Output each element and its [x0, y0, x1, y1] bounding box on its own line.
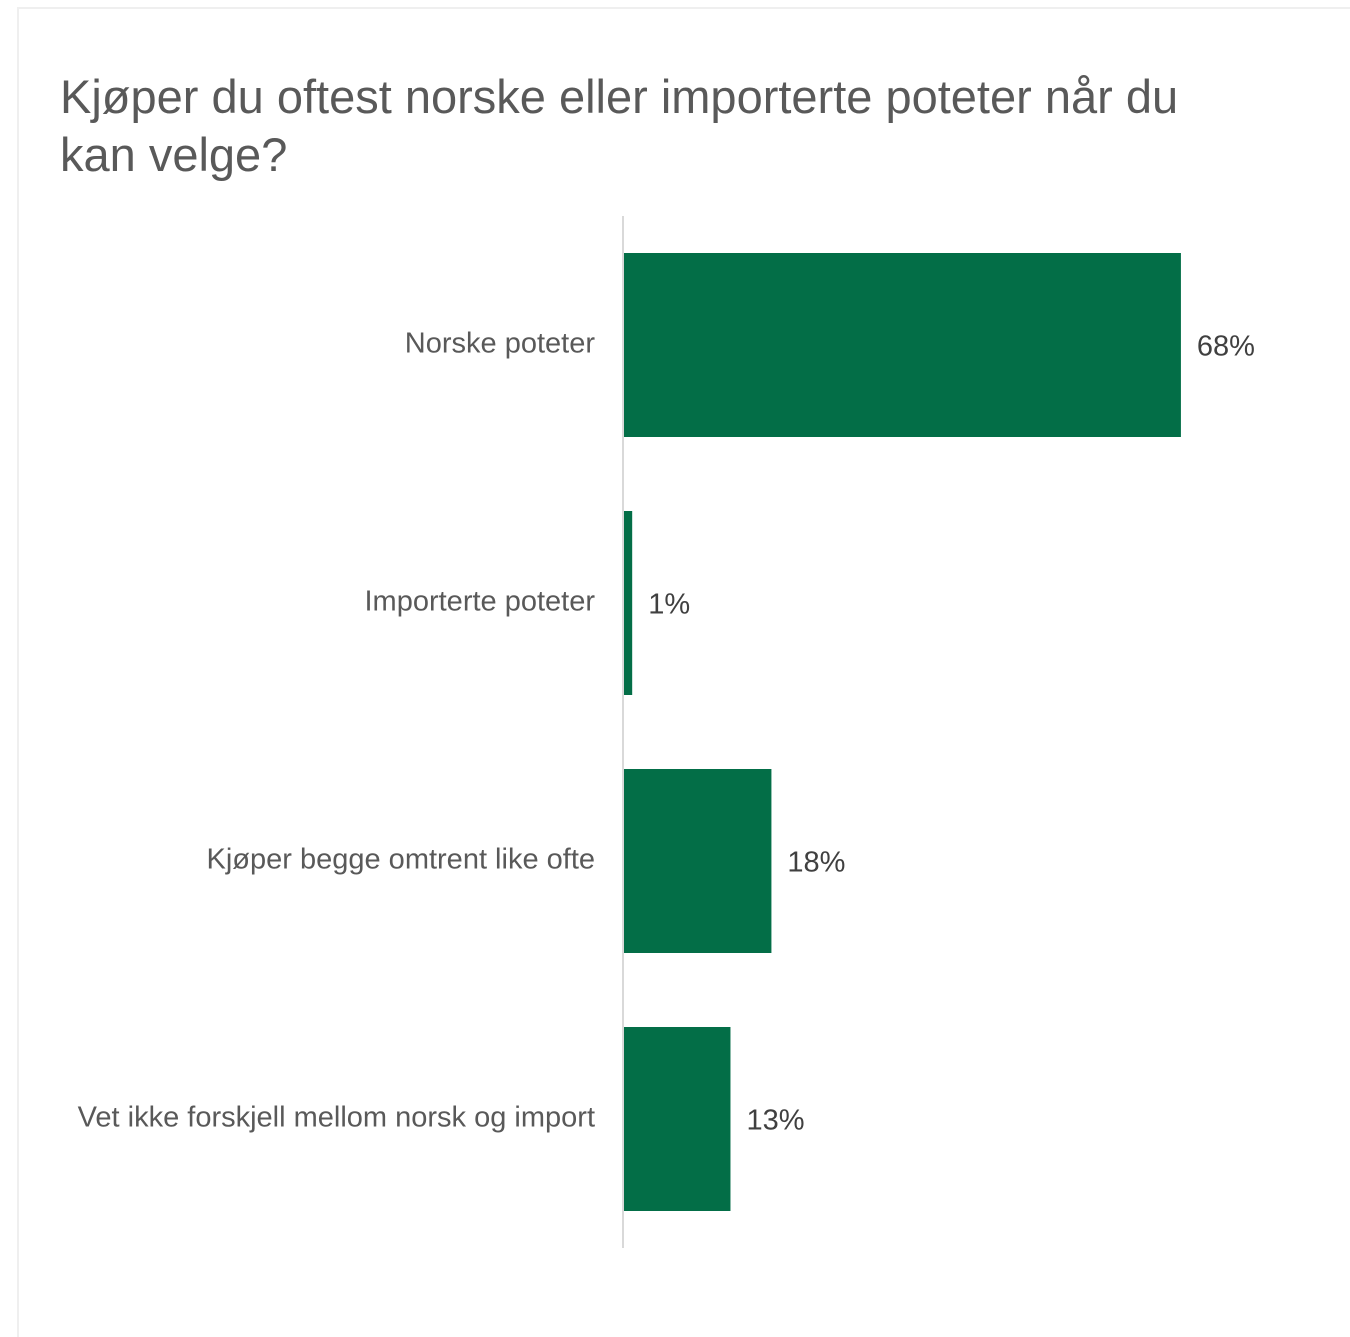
category-label-3: Kjøper begge omtrent like ofte — [207, 844, 595, 876]
bars-layer — [624, 253, 1181, 1211]
chart-title: Kjøper du oftest norske eller importerte… — [60, 70, 1179, 181]
bar-4 — [624, 1027, 731, 1211]
category-label-2: Importerte poteter — [365, 586, 596, 618]
category-label-1: Norske poteter — [405, 328, 596, 360]
labels-layer: Norske poteter 68% Importerte poteter 1% Kjø… — [78, 328, 1255, 1137]
value-label-3: 18% — [787, 847, 845, 879]
bar-2 — [624, 511, 633, 695]
chart-frame — [17, 7, 1350, 1337]
value-label-1: 68% — [1197, 331, 1255, 363]
value-label-4: 13% — [746, 1105, 804, 1137]
value-label-2: 1% — [648, 589, 690, 621]
bar-3 — [624, 769, 772, 953]
category-label-4: Vet ikke forskjell mellom norsk og impor… — [78, 1102, 595, 1134]
bar-1 — [624, 253, 1181, 437]
